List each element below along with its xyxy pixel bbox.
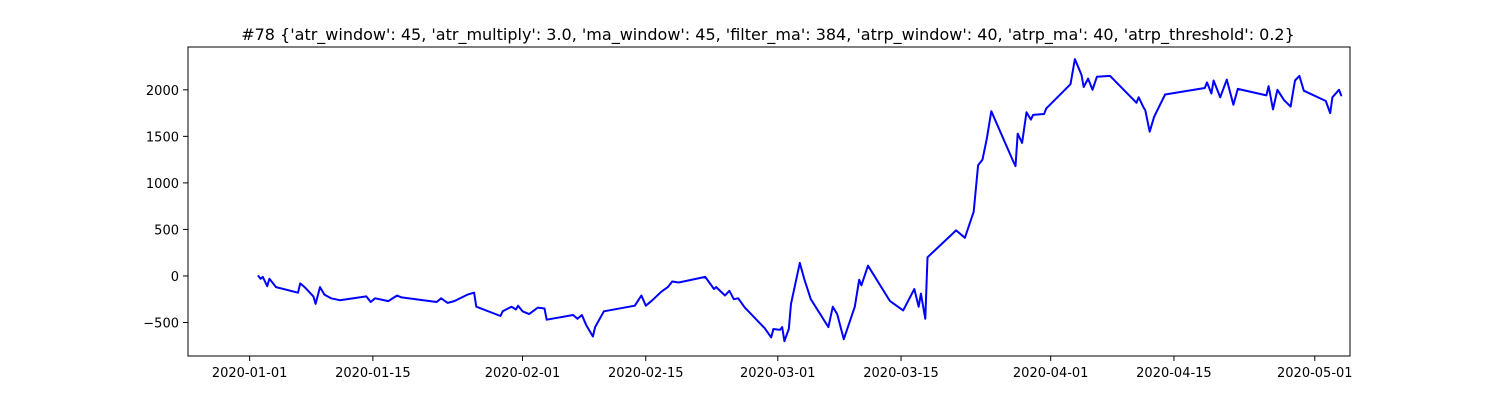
y-tick-label: 1000 [146,177,179,192]
y-tick-label: 500 [154,223,179,238]
x-tick-label: 2020-04-15 [1136,366,1212,381]
x-tick-label: 2020-03-01 [740,366,816,381]
y-axis: −500 0 500 1000 1500 2000 [143,84,188,331]
chart-title: #78 {'atr_window': 45, 'atr_multiply': 3… [241,25,1295,45]
x-tick-label: 2020-05-01 [1277,366,1353,381]
plot-area: 2020-01-01 2020-01-15 2020-02-01 2020-02-15… [143,46,1353,381]
y-tick-label: 2000 [146,84,179,99]
series-line-0 [257,58,1343,343]
axes-frame [187,46,1351,357]
x-tick-label: 2020-01-15 [335,366,411,381]
x-tick-label: 2020-02-15 [608,366,684,381]
x-tick-label: 2020-01-01 [212,366,288,381]
series-layer [257,58,1343,343]
x-tick-label: 2020-03-15 [863,366,939,381]
y-tick-label: 1500 [146,130,179,145]
x-axis: 2020-01-01 2020-01-15 2020-02-01 2020-02-15… [212,356,1353,381]
y-tick-label: −500 [143,316,179,331]
y-tick-label: 0 [171,270,179,285]
x-tick-label: 2020-02-01 [485,366,561,381]
x-tick-label: 2020-04-01 [1013,366,1089,381]
